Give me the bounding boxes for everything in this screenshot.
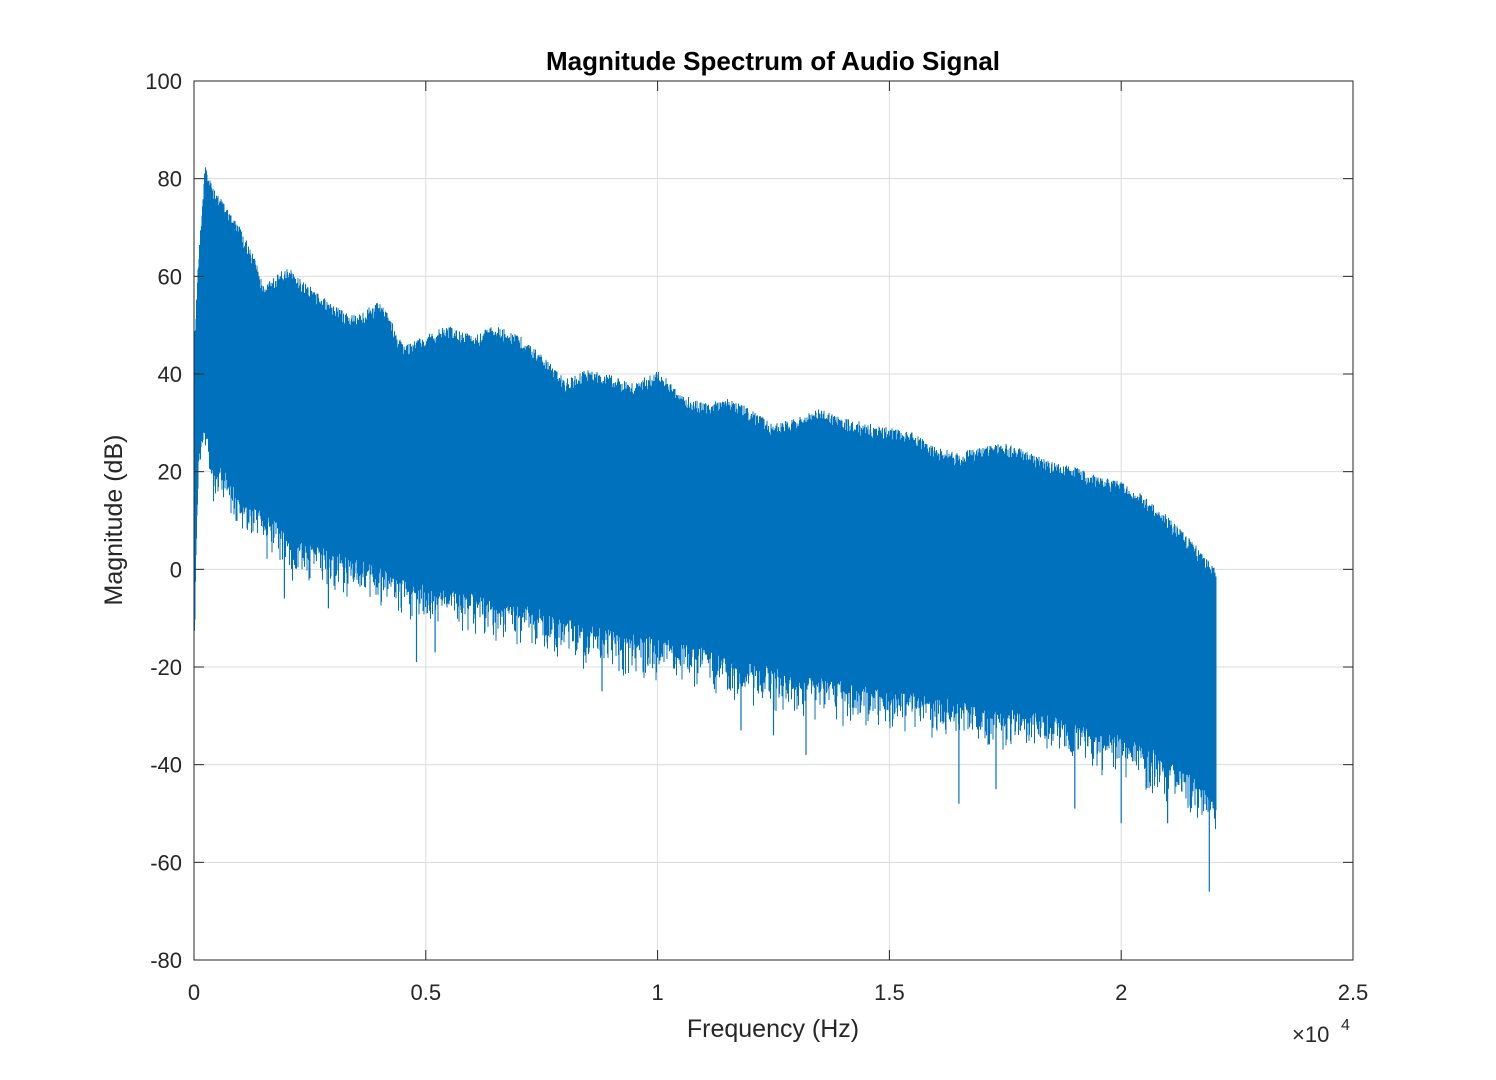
x-tick-label: 2 (1115, 980, 1127, 1005)
x-tick-label: 0.5 (411, 980, 442, 1005)
spectrum-dips (283, 528, 1210, 892)
x-exponent-label: ×10 4 (1292, 1017, 1350, 1047)
axes-box (193, 80, 1354, 961)
x-tick-label: 2.5 (1338, 980, 1369, 1005)
x-axis-label: Frequency (Hz) (687, 1015, 859, 1043)
y-tick-label: -60 (150, 850, 182, 875)
x-tick-label: 1.5 (874, 980, 905, 1005)
axis-ticks (193, 80, 1354, 961)
x-exponent-power: 4 (1341, 1017, 1350, 1034)
y-axis-label: Magnitude (dB) (100, 435, 128, 606)
x-exponent-base: ×10 (1292, 1022, 1329, 1047)
y-tick-label: 60 (158, 264, 182, 289)
chart-title: Magnitude Spectrum of Audio Signal (546, 46, 1000, 76)
y-tick-labels: -80 -60 -40 -20 0 20 40 60 80 100 (145, 69, 182, 973)
x-tick-labels: 0 0.5 1 1.5 2 2.5 (188, 980, 1368, 1005)
y-tick-label: -80 (150, 948, 182, 973)
y-tick-label: 0 (170, 557, 182, 582)
spectrum-series (193, 167, 1217, 892)
y-tick-label: -20 (150, 655, 182, 680)
x-tick-label: 1 (651, 980, 663, 1005)
y-tick-label: 100 (145, 69, 182, 94)
x-tick-label: 0 (188, 980, 200, 1005)
y-tick-label: 80 (158, 167, 182, 192)
y-tick-label: 20 (158, 460, 182, 485)
y-tick-label: -40 (150, 753, 182, 778)
y-tick-label: 40 (158, 362, 182, 387)
